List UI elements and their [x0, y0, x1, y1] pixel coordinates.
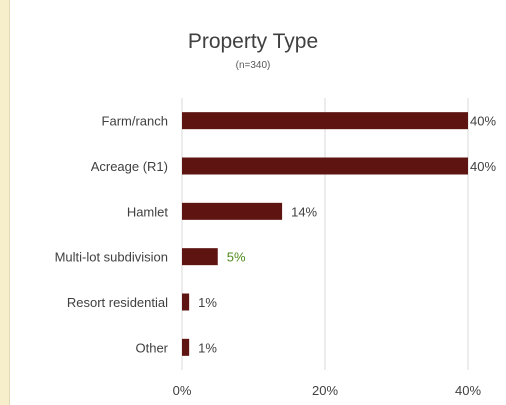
data-label: 5%: [227, 250, 246, 265]
chart-panel: [9, 0, 506, 405]
bar: [182, 202, 283, 220]
bar: [182, 157, 468, 175]
category-label: Multi-lot subdivision: [55, 250, 168, 265]
category-label: Other: [135, 340, 168, 355]
data-label: 40%: [470, 114, 496, 129]
bar: [182, 338, 190, 356]
bar: [182, 293, 190, 311]
data-label: 1%: [198, 295, 217, 310]
x-tick-label: 20%: [312, 383, 338, 398]
chart-title: Property Type: [187, 30, 319, 53]
data-label: 40%: [470, 159, 496, 174]
category-label: Resort residential: [67, 295, 168, 310]
x-tick-label: 0%: [173, 383, 192, 398]
x-tick-label: 40%: [455, 383, 481, 398]
bar: [182, 112, 468, 130]
category-label: Farm/ranch: [102, 114, 168, 129]
chart-subtitle: (n=340): [235, 60, 271, 71]
category-label: Hamlet: [127, 204, 169, 219]
category-label: Acreage (R1): [91, 159, 168, 174]
bar: [182, 248, 218, 266]
data-label: 1%: [198, 340, 217, 355]
data-label: 14%: [291, 204, 317, 219]
